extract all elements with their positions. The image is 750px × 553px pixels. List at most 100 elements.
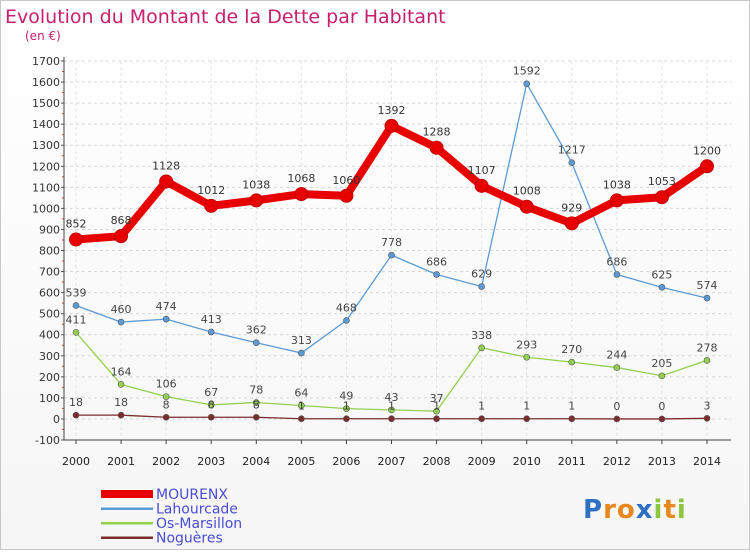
x-axis: 2000 2001 2002 2003 2004 2005 2006 2007 2008 2009… — [62, 439, 731, 468]
data-label-os-marsillon-2014: 278 — [697, 341, 718, 354]
data-label-nogueres-2007: 1 — [388, 400, 395, 413]
data-point-mourenx-2002 — [159, 174, 174, 189]
y-tick-label-1000: 1000 — [32, 202, 60, 215]
data-label-lahourcade-2005: 313 — [291, 334, 312, 347]
data-label-os-marsillon-2010: 293 — [516, 338, 537, 351]
data-label-os-marsillon-2000: 411 — [66, 313, 87, 326]
data-point-mourenx-2012 — [609, 193, 624, 208]
data-point-os-marsillon-2013 — [658, 372, 666, 380]
series-layer: 539 460 474 413 362 313 468 778 686 629 1592 1217 68… — [66, 65, 721, 423]
data-point-mourenx-2007 — [384, 118, 399, 133]
data-point-lahourcade-2002 — [162, 315, 170, 323]
data-point-os-marsillon-2006 — [343, 405, 350, 412]
data-label-nogueres-2008: 1 — [433, 400, 440, 413]
data-label-nogueres-2000: 18 — [69, 396, 83, 409]
y-tick-label-100: 100 — [39, 392, 60, 405]
data-label-mourenx-2004: 1038 — [242, 178, 270, 191]
data-label-lahourcade-2012: 686 — [606, 256, 627, 269]
data-point-nogueres-2000 — [72, 411, 80, 419]
data-point-nogueres-2011 — [568, 415, 576, 423]
data-label-lahourcade-2008: 686 — [426, 256, 447, 269]
data-label-os-marsillon-2007: 43 — [385, 391, 399, 404]
legend-swatch-lahourcade — [101, 507, 153, 510]
x-tick-label-2004: 2004 — [242, 455, 270, 468]
data-label-nogueres-2012: 0 — [613, 400, 620, 413]
data-point-os-marsillon-2008 — [433, 407, 440, 415]
data-point-nogueres-2002 — [162, 413, 170, 421]
x-tick-label-2013: 2013 — [648, 455, 676, 468]
data-point-lahourcade-2014 — [703, 294, 711, 302]
data-point-os-marsillon-2002 — [162, 393, 170, 400]
data-point-os-marsillon-2001 — [117, 381, 125, 388]
data-label-os-marsillon-2001: 164 — [111, 365, 132, 378]
data-label-nogueres-2011: 1 — [568, 400, 575, 413]
data-label-nogueres-2004: 8 — [253, 398, 260, 411]
y-tick-label-1500: 1500 — [32, 97, 60, 110]
data-label-os-marsillon-2005: 64 — [294, 386, 308, 399]
data-point-nogueres-2003 — [207, 413, 215, 421]
data-label-mourenx-2012: 1038 — [603, 178, 631, 191]
y-tick-label-200: 200 — [39, 371, 60, 384]
data-point-nogueres-2007 — [388, 415, 395, 423]
x-tick-label-2010: 2010 — [513, 455, 541, 468]
chart-title: Evolution du Montant de la Dette par Hab… — [5, 6, 446, 28]
proxiti-logo-letter: o — [617, 495, 636, 525]
data-point-mourenx-2009 — [474, 178, 489, 193]
data-point-os-marsillon-2012 — [613, 364, 621, 371]
series-nogueres: 18 18 8 8 8 1 1 1 1 1 1 1 0 0 3 — [69, 396, 711, 423]
data-label-lahourcade-2010: 1592 — [513, 65, 541, 78]
proxiti-logo-letter: i — [677, 495, 687, 525]
y-tick-label-700: 700 — [39, 266, 60, 279]
x-tick-label-2009: 2009 — [468, 455, 496, 468]
data-label-os-marsillon-2008: 37 — [430, 392, 444, 405]
data-point-nogueres-2009 — [478, 415, 485, 423]
data-point-mourenx-2001 — [114, 229, 129, 244]
data-point-lahourcade-2001 — [117, 318, 125, 326]
data-label-lahourcade-2002: 474 — [156, 300, 177, 313]
legend-label-lahourcade: Lahourcade — [156, 502, 238, 518]
x-tick-label-2008: 2008 — [423, 455, 451, 468]
data-label-lahourcade-2013: 625 — [651, 268, 672, 281]
data-point-mourenx-2014 — [700, 159, 714, 174]
data-point-lahourcade-2013 — [658, 284, 666, 291]
data-label-lahourcade-2007: 778 — [381, 236, 402, 249]
y-tick-label-900: 900 — [39, 223, 60, 236]
data-label-lahourcade-2011: 1217 — [558, 144, 586, 157]
y-tick-label-1300: 1300 — [32, 139, 60, 152]
data-point-nogueres-2005 — [298, 415, 305, 423]
y-tick-label-0: 0 — [53, 413, 60, 426]
data-point-mourenx-2006 — [339, 188, 354, 203]
data-point-os-marsillon-2011 — [568, 358, 576, 366]
data-label-mourenx-2001: 868 — [111, 214, 132, 227]
data-label-os-marsillon-2013: 205 — [651, 357, 672, 370]
data-point-os-marsillon-2010 — [523, 353, 531, 361]
data-point-mourenx-2011 — [564, 216, 579, 231]
data-point-os-marsillon-2009 — [478, 344, 485, 352]
data-point-mourenx-2003 — [204, 198, 219, 213]
data-label-nogueres-2010: 1 — [523, 400, 530, 413]
data-label-os-marsillon-2011: 270 — [561, 343, 582, 356]
y-tick-label-800: 800 — [39, 245, 60, 258]
data-label-nogueres-2013: 0 — [658, 400, 665, 413]
legend-label-nogueres: Noguères — [156, 531, 223, 547]
y-tick-label-1400: 1400 — [32, 118, 60, 131]
x-tick-label-2006: 2006 — [332, 455, 360, 468]
data-point-nogueres-2008 — [433, 415, 440, 423]
data-point-lahourcade-2011 — [568, 159, 576, 166]
y-tick-label-600: 600 — [39, 287, 60, 300]
data-point-lahourcade-2003 — [207, 328, 215, 336]
y-tick-label--100: -100 — [35, 434, 60, 447]
data-label-mourenx-2010: 1008 — [513, 185, 541, 198]
y-tick-label-500: 500 — [39, 308, 60, 321]
data-label-os-marsillon-2002: 106 — [156, 378, 177, 391]
data-point-nogueres-2013 — [658, 415, 666, 423]
data-label-mourenx-2002: 1128 — [152, 159, 180, 172]
data-label-nogueres-2003: 8 — [208, 398, 215, 411]
x-tick-label-2001: 2001 — [107, 455, 135, 468]
data-point-nogueres-2012 — [613, 415, 621, 423]
legend-label-os-marsillon: Os-Marsillon — [156, 516, 242, 532]
data-label-lahourcade-2014: 574 — [697, 279, 718, 292]
x-tick-label-2014: 2014 — [693, 455, 721, 468]
